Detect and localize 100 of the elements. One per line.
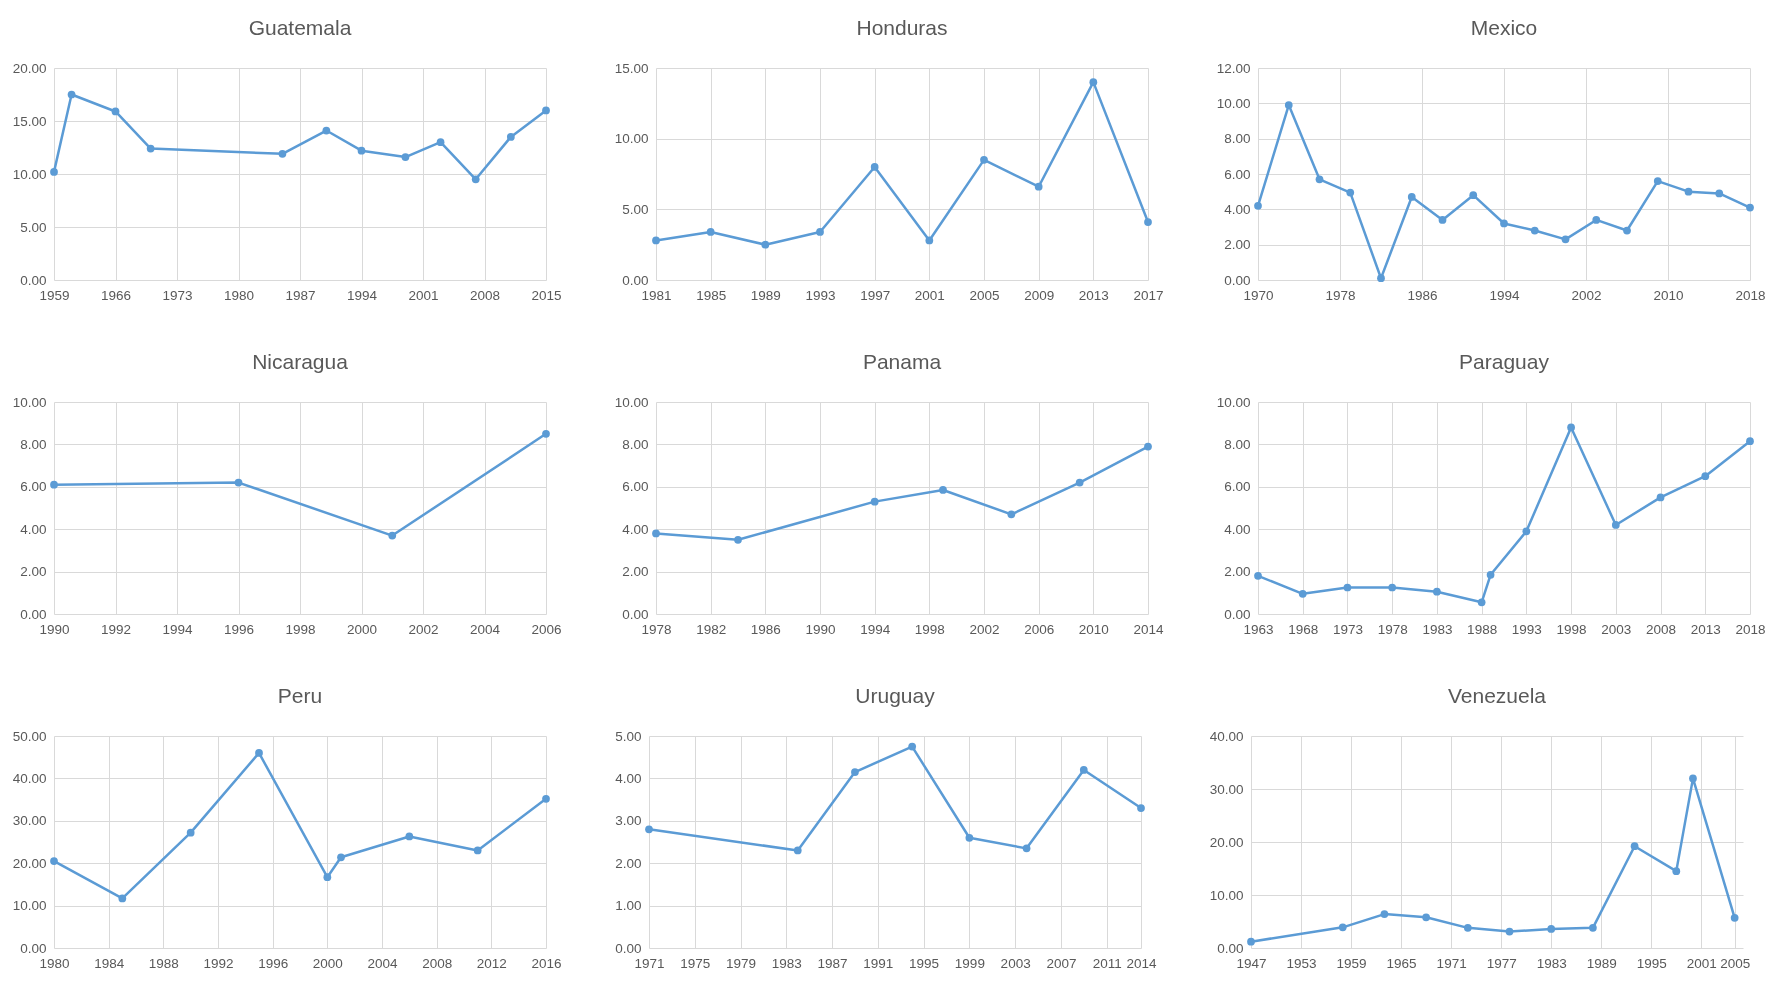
x-tick-label: 1973 xyxy=(1332,621,1363,637)
point xyxy=(1561,235,1570,244)
point xyxy=(1075,478,1084,487)
point xyxy=(436,138,445,147)
x-tick-label: 1992 xyxy=(203,955,234,971)
point xyxy=(1463,923,1472,932)
x-tick-label: 2002 xyxy=(1571,287,1602,303)
point xyxy=(542,794,550,803)
chart-title: Panama xyxy=(862,350,942,373)
x-tick-label: 1968 xyxy=(1288,621,1319,637)
x-tick-label: 1983 xyxy=(1536,955,1567,971)
x-tick-label: 2006 xyxy=(1024,621,1055,637)
point xyxy=(1433,587,1441,596)
x-tick-label: 2003 xyxy=(1000,955,1031,971)
point xyxy=(870,497,879,506)
x-tick-label: 1981 xyxy=(641,287,672,303)
chart-title: Guatemala xyxy=(248,16,352,39)
chart-title: Honduras xyxy=(856,16,948,39)
x-tick-label: 1993 xyxy=(1511,621,1542,637)
point xyxy=(652,529,660,538)
point xyxy=(1630,842,1639,851)
point xyxy=(793,846,802,855)
point xyxy=(111,107,120,116)
x-tick-label: 2010 xyxy=(1653,287,1684,303)
chart-title: Nicaragua xyxy=(252,350,349,373)
y-tick-label: 2.00 xyxy=(622,564,649,580)
point xyxy=(1144,218,1152,226)
chart-title: Venezuela xyxy=(1447,684,1547,707)
point xyxy=(255,749,263,757)
x-tick-label: 2001 xyxy=(408,287,439,303)
y-tick-label: 2.00 xyxy=(20,564,47,580)
point xyxy=(1469,191,1478,200)
x-tick-label: 1971 xyxy=(1436,955,1467,971)
point xyxy=(278,149,287,158)
y-tick-label: 10.00 xyxy=(1209,887,1244,903)
point xyxy=(1530,226,1539,235)
point xyxy=(908,742,917,751)
x-tick-label: 2011 xyxy=(1092,955,1122,971)
point xyxy=(1144,442,1152,451)
point xyxy=(118,894,127,903)
point xyxy=(1407,193,1416,201)
x-tick-label: 1975 xyxy=(680,955,711,971)
x-tick-label: 1994 xyxy=(1489,287,1520,303)
x-tick-label: 1996 xyxy=(258,955,289,971)
y-tick-label: 0.00 xyxy=(20,606,47,622)
point xyxy=(388,531,397,540)
y-tick-label: 10.00 xyxy=(12,394,47,410)
x-tick-label: 1983 xyxy=(771,955,802,971)
point xyxy=(50,480,58,489)
y-tick-label: 10.00 xyxy=(614,394,649,410)
x-tick-label: 1985 xyxy=(696,287,727,303)
point xyxy=(1653,177,1662,185)
point xyxy=(1477,598,1486,607)
x-tick-label: 1994 xyxy=(860,621,891,637)
x-tick-label: 1984 xyxy=(94,955,125,971)
x-tick-label: 1965 xyxy=(1386,955,1417,971)
x-tick-label: 2000 xyxy=(346,621,378,637)
x-tick-label: 1977 xyxy=(1486,955,1517,971)
point xyxy=(323,873,332,882)
y-tick-label: 10.00 xyxy=(1216,394,1251,410)
y-tick-label: 10.00 xyxy=(614,131,649,147)
x-tick-label: 2015 xyxy=(531,287,562,303)
point xyxy=(1079,766,1088,774)
x-tick-label: 2005 xyxy=(969,287,1000,303)
point xyxy=(761,240,770,249)
chart-title: Paraguay xyxy=(1459,350,1550,373)
point xyxy=(1315,175,1324,184)
x-tick-label: 1998 xyxy=(285,621,316,637)
x-tick-label: 1994 xyxy=(346,287,378,303)
point xyxy=(1298,589,1307,598)
point xyxy=(50,857,58,865)
x-tick-label: 2001 xyxy=(914,287,945,303)
chart-title: Uruguay xyxy=(855,684,936,707)
point xyxy=(1338,923,1347,932)
y-tick-label: 8.00 xyxy=(622,436,649,452)
x-tick-label: 2007 xyxy=(1046,955,1077,971)
point xyxy=(357,146,366,155)
x-tick-label: 1990 xyxy=(805,621,836,637)
y-tick-label: 4.00 xyxy=(1224,201,1251,217)
point xyxy=(337,853,345,862)
point xyxy=(1689,774,1697,783)
y-tick-label: 5.00 xyxy=(622,201,649,217)
point xyxy=(870,163,879,171)
point xyxy=(1486,570,1495,579)
point xyxy=(67,90,76,99)
point xyxy=(1254,571,1262,580)
x-tick-label: 1987 xyxy=(285,287,316,303)
chart-title: Mexico xyxy=(1470,16,1538,39)
x-tick-label: 2017 xyxy=(1133,287,1164,303)
point xyxy=(1346,188,1355,197)
x-tick-label: 1988 xyxy=(148,955,179,971)
y-tick-label: 30.00 xyxy=(12,813,47,829)
point xyxy=(734,535,742,544)
x-tick-label: 2005 xyxy=(1720,955,1751,971)
x-tick-label: 1980 xyxy=(39,955,70,971)
x-tick-label: 2001 xyxy=(1686,955,1717,971)
point xyxy=(1505,927,1514,936)
point xyxy=(939,486,947,494)
point xyxy=(816,228,824,236)
y-tick-label: 0.00 xyxy=(622,272,649,288)
